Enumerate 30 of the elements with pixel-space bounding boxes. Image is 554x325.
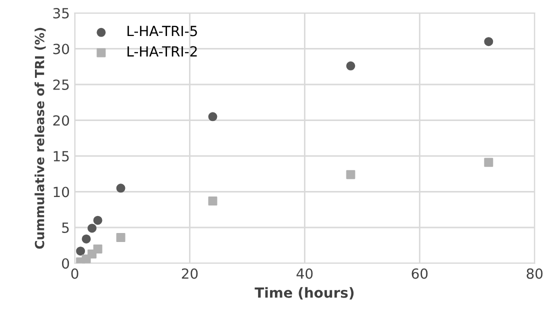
point — [93, 244, 102, 254]
y-tick-label: 30 — [53, 44, 70, 54]
y-tick-label: 20 — [53, 115, 70, 126]
x-tick-label: 80 — [526, 268, 543, 279]
x-tick-label: 0 — [71, 268, 78, 279]
x-axis-title: Time (hours) — [254, 287, 354, 300]
legend-label: L-HA-TRI-2 — [128, 46, 197, 56]
point — [116, 184, 126, 193]
point — [76, 246, 86, 256]
point — [208, 112, 218, 122]
point — [346, 170, 356, 180]
point — [82, 234, 91, 244]
y-tick-label: 15 — [54, 151, 69, 162]
y-tick-label: 35 — [53, 8, 69, 18]
y-tick-label: 10 — [54, 186, 70, 198]
legend-label: L-HA-TRI-5 — [128, 26, 197, 36]
x-tick-label: 60 — [412, 268, 428, 279]
y-tick-label: 25 — [53, 79, 69, 90]
y-axis-title: Cummulative release of TRI (%) — [34, 28, 46, 249]
y-tick-label: 5 — [62, 222, 69, 233]
point — [208, 196, 218, 206]
x-tick-label: 20 — [182, 268, 198, 279]
x-tick-label: 40 — [296, 268, 313, 279]
point — [484, 158, 494, 167]
point — [88, 224, 97, 233]
point — [93, 216, 102, 225]
point — [116, 233, 126, 242]
point — [484, 37, 494, 46]
y-tick-label: 0 — [62, 258, 70, 269]
point — [346, 61, 356, 70]
